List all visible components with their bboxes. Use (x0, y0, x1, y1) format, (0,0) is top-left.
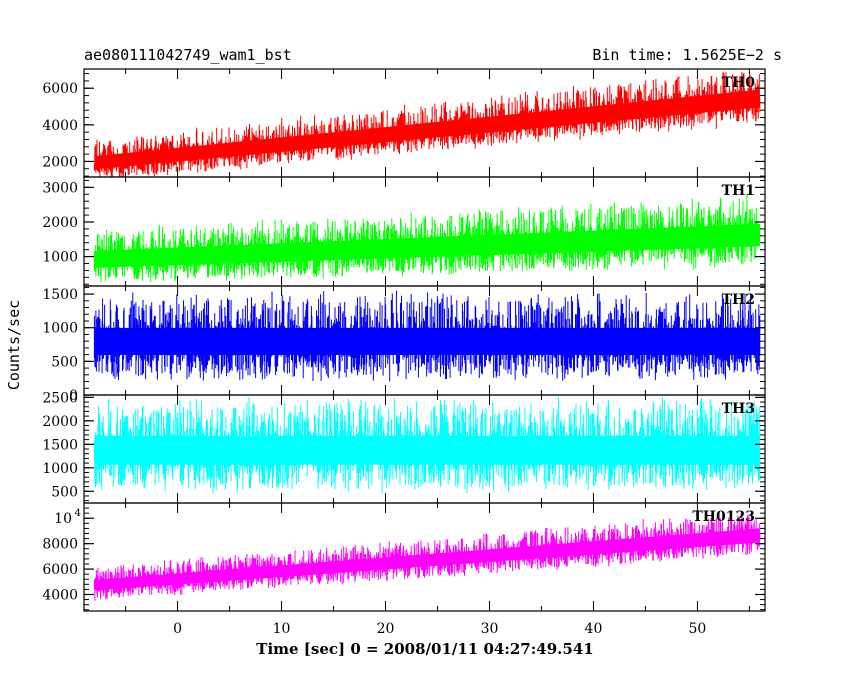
y-tick-label: 8000 (42, 537, 78, 553)
series-trace-th0123 (93, 513, 761, 601)
bin-time-label: Bin time: 1.5625E−2 s (592, 46, 782, 64)
panel-frame (83, 502, 766, 612)
y-tick-label: 1500 (42, 437, 78, 453)
y-tick-label: 6000 (42, 562, 78, 578)
channel-label: TH1 (722, 183, 755, 199)
x-tick-label: 0 (173, 621, 182, 637)
panel-th1: 1000 2000 3000 TH1 (42, 176, 766, 287)
y-tick-label: 1000 (42, 250, 78, 266)
y-tick-label: 2000 (42, 414, 78, 430)
series-trace-th0 (93, 71, 761, 177)
y-tick-exponent: 4 (75, 508, 81, 519)
y-tick-label: 2000 (42, 154, 78, 170)
y-tick-label: 500 (51, 484, 78, 500)
y-tick-label: 10 (54, 511, 72, 527)
y-tick-label: 4000 (42, 118, 78, 134)
y-tick-label: 1500 (42, 287, 78, 303)
panel-th2: 0 500 1000 1500 TH2 (42, 285, 766, 404)
panel-th3: 500 1000 1500 2000 2500 TH3 (42, 390, 766, 504)
panel-frame (83, 68, 766, 178)
x-tick-label: 40 (585, 621, 603, 637)
y-tick-label: 1000 (42, 461, 78, 477)
y-tick-label: 6000 (42, 81, 78, 97)
series-trace-th2 (93, 290, 761, 382)
y-axis-label: Counts/sec (5, 300, 23, 390)
y-tick-label: 2000 (42, 215, 78, 231)
panels: 2000 4000 6000 TH0 1000 2000 3000 TH1 0 500 1000 15… (42, 68, 766, 612)
series-trace-th3 (93, 397, 761, 494)
y-tick-label: 2500 (42, 390, 78, 406)
series-trace-th1 (93, 193, 761, 283)
panel-th0123: 4000 6000 8000 10 4 TH0123 (42, 502, 766, 612)
channel-label: TH2 (722, 292, 755, 308)
x-tick-label: 50 (689, 621, 707, 637)
plot-title: ae080111042749_wam1_bst (84, 46, 292, 64)
y-tick-label: 0 (69, 388, 78, 404)
y-tick-label: 3000 (42, 180, 78, 196)
y-tick-label: 4000 (42, 587, 78, 603)
x-tick-label: 20 (377, 621, 395, 637)
y-tick-label: 1000 (42, 321, 78, 337)
x-tick-label: 10 (273, 621, 291, 637)
x-tick-label: 30 (481, 621, 499, 637)
channel-label: TH0 (722, 75, 756, 91)
y-tick-label: 500 (51, 354, 78, 370)
x-axis-label: Time [sec] 0 = 2008/01/11 04:27:49.541 (256, 640, 593, 658)
channel-label: TH0123 (692, 509, 755, 525)
channel-label: TH3 (722, 401, 755, 417)
panel-th0: 2000 4000 6000 TH0 (42, 68, 766, 178)
x-axis: 0 10 20 30 40 50 (173, 621, 706, 637)
